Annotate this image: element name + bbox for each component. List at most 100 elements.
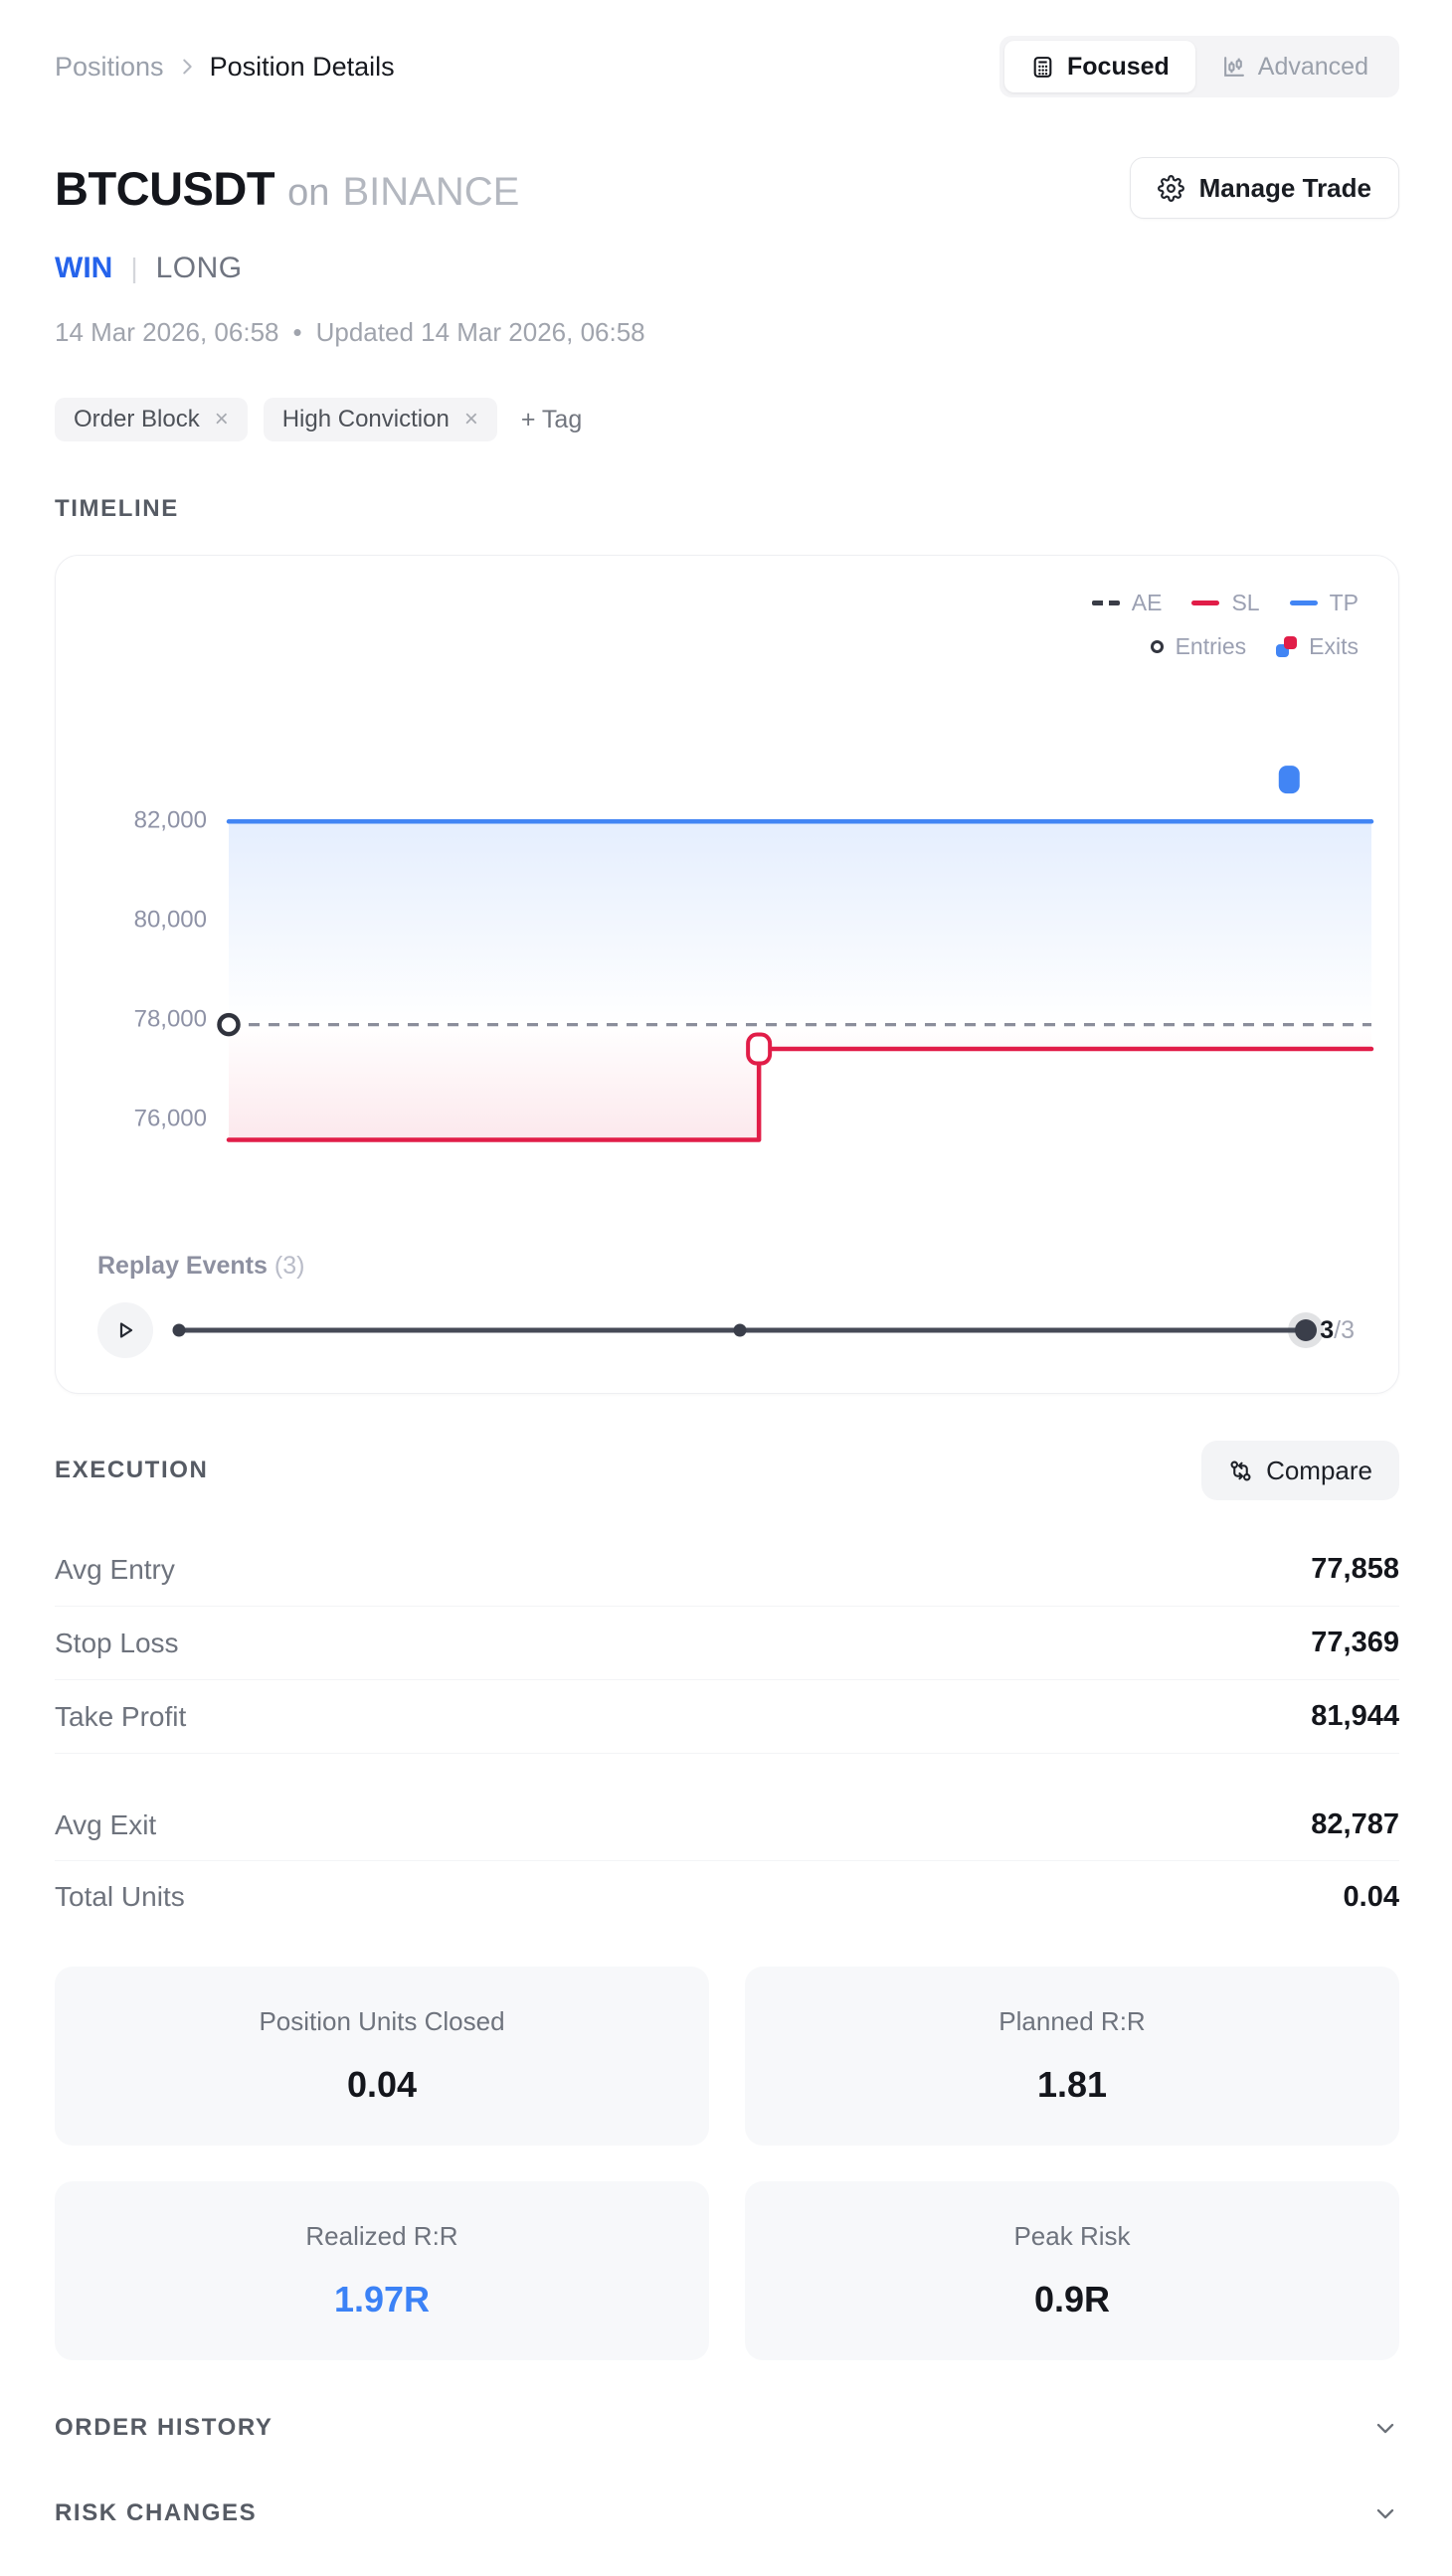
compare-button[interactable]: Compare: [1201, 1441, 1399, 1500]
git-compare-icon: [1228, 1459, 1253, 1483]
replay-label-text: Replay Events: [97, 1252, 268, 1280]
table-row-avg-exit: Avg Exit 82,787: [55, 1790, 1399, 1861]
replay-section: Replay Events (3) 3: [97, 1252, 1355, 1358]
compare-label: Compare: [1266, 1455, 1372, 1485]
row-label: Avg Entry: [55, 1553, 175, 1585]
manage-trade-button[interactable]: Manage Trade: [1129, 157, 1399, 219]
ae-dash-swatch-icon: [1091, 601, 1120, 605]
stat-card-peak-risk: Peak Risk 0.9R: [745, 2181, 1399, 2360]
risk-changes-label: RISK CHANGES: [55, 2499, 258, 2526]
table-row-stop-loss: Stop Loss 77,369: [55, 1607, 1399, 1680]
stat-value: 0.9R: [1033, 2279, 1111, 2319]
view-mode-toggle: Focused Advanced: [999, 36, 1399, 97]
order-history-label: ORDER HISTORY: [55, 2414, 273, 2441]
timeline-section-label: TIMELINE: [55, 495, 179, 522]
row-value: 82,787: [1311, 1808, 1399, 1840]
tags-row: Order Block × High Conviction × + Tag: [55, 398, 1399, 441]
execution-header: EXECUTION Compare: [55, 1440, 1399, 1501]
stat-label: Position Units Closed: [259, 2006, 505, 2036]
chevron-down-icon[interactable]: [1371, 2414, 1399, 2442]
legend-row-lines: AE SL TP: [1091, 590, 1359, 616]
order-history-section[interactable]: ORDER HISTORY: [55, 2406, 1399, 2450]
play-icon: [113, 1318, 137, 1342]
slider-event-dot-2[interactable]: [733, 1323, 747, 1337]
tag-label: Order Block: [74, 406, 200, 432]
tag-order-block[interactable]: Order Block ×: [55, 398, 248, 441]
tag-label: High Conviction: [281, 406, 450, 432]
replay-total: /3: [1334, 1315, 1355, 1344]
tab-focused-label: Focused: [1067, 52, 1170, 81]
legend-row-markers: Entries Exits: [1150, 633, 1359, 660]
replay-slider[interactable]: [172, 1317, 1318, 1343]
stat-value-accent: 1.97R: [333, 2279, 431, 2319]
stat-label: Peak Risk: [1013, 2221, 1131, 2251]
row-label: Total Units: [55, 1881, 185, 1912]
legend-ae-label: AE: [1131, 590, 1163, 615]
stat-label: Realized R:R: [305, 2221, 458, 2251]
sl-line-swatch-icon: [1191, 601, 1220, 605]
y-axis-tick: 76,000: [134, 1106, 207, 1132]
direction-label: LONG: [155, 252, 243, 284]
legend-item-exits: Exits: [1276, 633, 1359, 660]
legend-item-sl: SL: [1191, 590, 1260, 616]
row-label: Stop Loss: [55, 1627, 179, 1658]
candlestick-chart-icon: [1221, 55, 1246, 80]
chart-legend: AE SL TP Entries Exits: [1091, 590, 1359, 660]
gear-icon: [1157, 174, 1184, 202]
page-title: BTCUSDT on BINANCE: [55, 161, 519, 216]
row-value: 0.04: [1343, 1880, 1399, 1913]
slider-thumb[interactable]: [1295, 1319, 1318, 1341]
replay-slider-wrap: 3/3: [172, 1316, 1355, 1345]
chevron-down-icon[interactable]: [1371, 2499, 1399, 2527]
remove-tag-icon[interactable]: ×: [214, 406, 229, 432]
stat-card-realized-rr: Realized R:R 1.97R: [55, 2181, 709, 2360]
table-group-gap: [55, 1754, 1399, 1790]
row-label: Take Profit: [55, 1700, 187, 1732]
row-value: 81,944: [1311, 1700, 1399, 1732]
focused-grid-icon: [1030, 55, 1055, 80]
replay-controls: 3/3: [97, 1302, 1355, 1358]
tab-advanced[interactable]: Advanced: [1195, 41, 1394, 92]
row-label: Avg Exit: [55, 1808, 157, 1840]
stat-cards-grid: Position Units Closed 0.04 Planned R:R 1…: [55, 1967, 1399, 2360]
opened-timestamp: 14 Mar 2026, 06:58: [55, 316, 279, 347]
stat-label: Planned R:R: [998, 2006, 1146, 2036]
legend-item-ae: AE: [1091, 590, 1163, 616]
tag-high-conviction[interactable]: High Conviction ×: [263, 398, 497, 441]
date-row: 14 Mar 2026, 06:58 • Updated 14 Mar 2026…: [55, 316, 1399, 348]
replay-position: 3: [1320, 1315, 1335, 1344]
entries-circle-swatch-icon: [1150, 640, 1164, 653]
add-tag-button[interactable]: + Tag: [520, 405, 583, 433]
date-separator: •: [292, 316, 302, 347]
play-button[interactable]: [97, 1302, 153, 1358]
legend-item-tp: TP: [1289, 590, 1359, 616]
stat-card-planned-rr: Planned R:R 1.81: [745, 1967, 1399, 2146]
status-row: WIN | LONG: [55, 251, 1399, 286]
exchange-label: BINANCE: [342, 169, 520, 214]
tab-advanced-label: Advanced: [1257, 52, 1368, 81]
on-word: on: [287, 171, 330, 214]
remove-tag-icon[interactable]: ×: [463, 406, 478, 432]
tab-focused[interactable]: Focused: [1004, 41, 1195, 92]
execution-section-label: EXECUTION: [55, 1457, 209, 1483]
legend-exits-label: Exits: [1309, 633, 1359, 659]
y-axis-tick: 80,000: [134, 907, 207, 934]
replay-counter: 3/3: [1320, 1316, 1355, 1345]
outcome-badge: WIN: [55, 252, 113, 284]
legend-item-entries: Entries: [1150, 633, 1246, 660]
header-row: BTCUSDT on BINANCE Manage Trade: [55, 155, 1399, 221]
manage-trade-label: Manage Trade: [1198, 172, 1371, 203]
table-row-total-units: Total Units 0.04: [55, 1861, 1399, 1933]
replay-count: (3): [273, 1252, 305, 1280]
table-row-avg-entry: Avg Entry 77,858: [55, 1533, 1399, 1607]
y-axis-tick: 82,000: [134, 807, 207, 834]
risk-changes-section[interactable]: RISK CHANGES: [55, 2491, 1399, 2535]
breadcrumb-positions[interactable]: Positions: [55, 51, 164, 82]
execution-table: Avg Entry 77,858 Stop Loss 77,369 Take P…: [55, 1533, 1399, 1933]
top-bar: Positions Position Details Focused Advan…: [55, 0, 1399, 97]
row-value: 77,858: [1311, 1553, 1399, 1585]
stat-value: 0.04: [346, 2064, 418, 2105]
slider-event-dot-1[interactable]: [172, 1323, 186, 1337]
tp-line-swatch-icon: [1289, 601, 1318, 605]
